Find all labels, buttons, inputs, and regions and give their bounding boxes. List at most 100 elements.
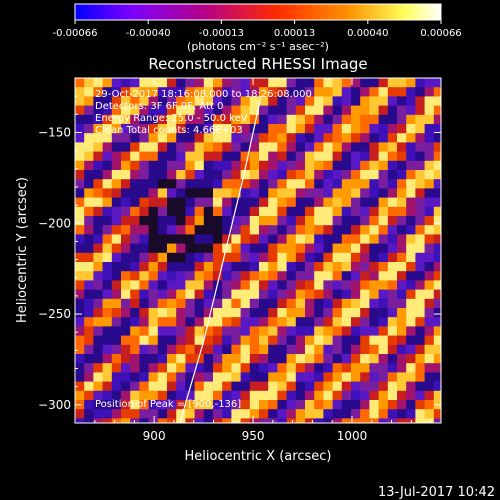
heatmap-cell — [323, 381, 334, 392]
heatmap-cell — [176, 133, 186, 143]
heatmap-cell — [222, 133, 232, 143]
heatmap-cell — [167, 298, 177, 309]
heatmap-cell — [286, 160, 297, 171]
heatmap-cell — [157, 225, 168, 235]
heatmap-cell — [369, 114, 380, 125]
heatmap-cell — [121, 197, 131, 208]
heatmap-cell — [213, 179, 223, 189]
heatmap-cell — [424, 133, 435, 143]
heatmap-cell — [369, 335, 380, 346]
heatmap-cell — [268, 381, 278, 392]
heatmap-cell — [231, 418, 242, 423]
heatmap-cell — [341, 317, 352, 327]
heatmap-cell — [213, 372, 223, 383]
heatmap-cell — [231, 409, 242, 419]
heatmap-cell — [213, 344, 223, 355]
heatmap-cell — [121, 298, 131, 309]
heatmap-cell — [295, 96, 306, 107]
heatmap-cell — [213, 234, 223, 245]
heatmap-cell — [185, 252, 196, 263]
heatmap-cell — [139, 400, 150, 410]
heatmap-cell — [415, 234, 426, 245]
heatmap-cell — [240, 225, 251, 235]
heatmap-cell — [102, 271, 113, 281]
heatmap-cell — [286, 308, 297, 318]
heatmap-cell — [203, 179, 214, 189]
heatmap-cell — [323, 197, 334, 208]
heatmap-cell — [231, 390, 242, 401]
heatmap-cell — [332, 271, 343, 281]
heatmap-cell — [240, 188, 251, 199]
heatmap-cell — [203, 243, 214, 254]
heatmap-cell — [130, 78, 140, 88]
heatmap-cell — [360, 418, 370, 423]
heatmap-cell — [231, 317, 242, 327]
heatmap-cell — [415, 280, 426, 291]
heatmap-cell — [75, 335, 85, 346]
heatmap-cell — [121, 308, 131, 318]
heatmap-cell — [305, 142, 315, 153]
heatmap-cell — [213, 262, 223, 272]
heatmap-cell — [305, 160, 315, 171]
heatmap-cell — [268, 151, 278, 162]
heatmap-cell — [102, 179, 113, 189]
heatmap-cell — [176, 96, 186, 107]
heatmap-cell — [378, 243, 389, 254]
heatmap-cell — [259, 78, 269, 88]
heatmap-cell — [424, 188, 435, 199]
heatmap-cell — [378, 151, 389, 162]
heatmap-cell — [185, 298, 196, 309]
heatmap-cell — [249, 280, 260, 291]
heatmap-cell — [130, 179, 140, 189]
heatmap-cell — [111, 105, 122, 116]
heatmap-cell — [305, 124, 315, 134]
heatmap-cell — [360, 225, 370, 235]
heatmap-cell — [93, 381, 104, 392]
heatmap-cell — [176, 142, 186, 153]
heatmap-cell — [167, 271, 177, 281]
heatmap-cell — [351, 280, 361, 291]
heatmap-cell — [323, 372, 334, 383]
heatmap-cell — [277, 197, 288, 208]
heatmap-cell — [351, 252, 361, 263]
heatmap-cell — [203, 105, 214, 116]
heatmap-cell — [84, 170, 94, 180]
heatmap-cell — [249, 252, 260, 263]
heatmap-cell — [93, 179, 104, 189]
heatmap-cell — [75, 105, 85, 116]
heatmap-cell — [323, 151, 334, 162]
heatmap-cell — [148, 170, 159, 180]
heatmap-cell — [424, 390, 435, 401]
heatmap-cell — [75, 409, 85, 419]
heatmap-cell — [84, 142, 94, 153]
heatmap-cell — [433, 372, 441, 383]
heatmap-cell — [213, 335, 223, 346]
heatmap-cell — [378, 216, 389, 226]
heatmap-cell — [213, 105, 223, 116]
heatmap-cell — [378, 252, 389, 263]
heatmap-cell — [360, 243, 370, 254]
heatmap-cell — [341, 335, 352, 346]
colorbar: -0.00066 -0.00040 -0.00013 0.00013 0.00040 0.… — [53, 3, 462, 53]
heatmap-cell — [167, 372, 177, 383]
heatmap-cell — [305, 234, 315, 245]
heatmap-cell — [378, 271, 389, 281]
heatmap-cell — [415, 363, 426, 373]
heatmap-cell — [249, 335, 260, 346]
heatmap-cell — [360, 344, 370, 355]
heatmap-cell — [102, 326, 113, 337]
heatmap-cell — [369, 87, 380, 97]
heatmap-cell — [406, 271, 416, 281]
heatmap-cell — [213, 206, 223, 217]
heatmap-cell — [406, 280, 416, 291]
heatmap-cell — [157, 252, 168, 263]
heatmap-cell — [259, 335, 269, 346]
heatmap-cell — [213, 133, 223, 143]
heatmap-cell — [203, 344, 214, 355]
heatmap-cell — [185, 160, 196, 171]
heatmap-cell — [295, 179, 306, 189]
heatmap-cell — [259, 197, 269, 208]
heatmap-cell — [378, 298, 389, 309]
heatmap-cell — [121, 160, 131, 171]
heatmap-cell — [424, 170, 435, 180]
